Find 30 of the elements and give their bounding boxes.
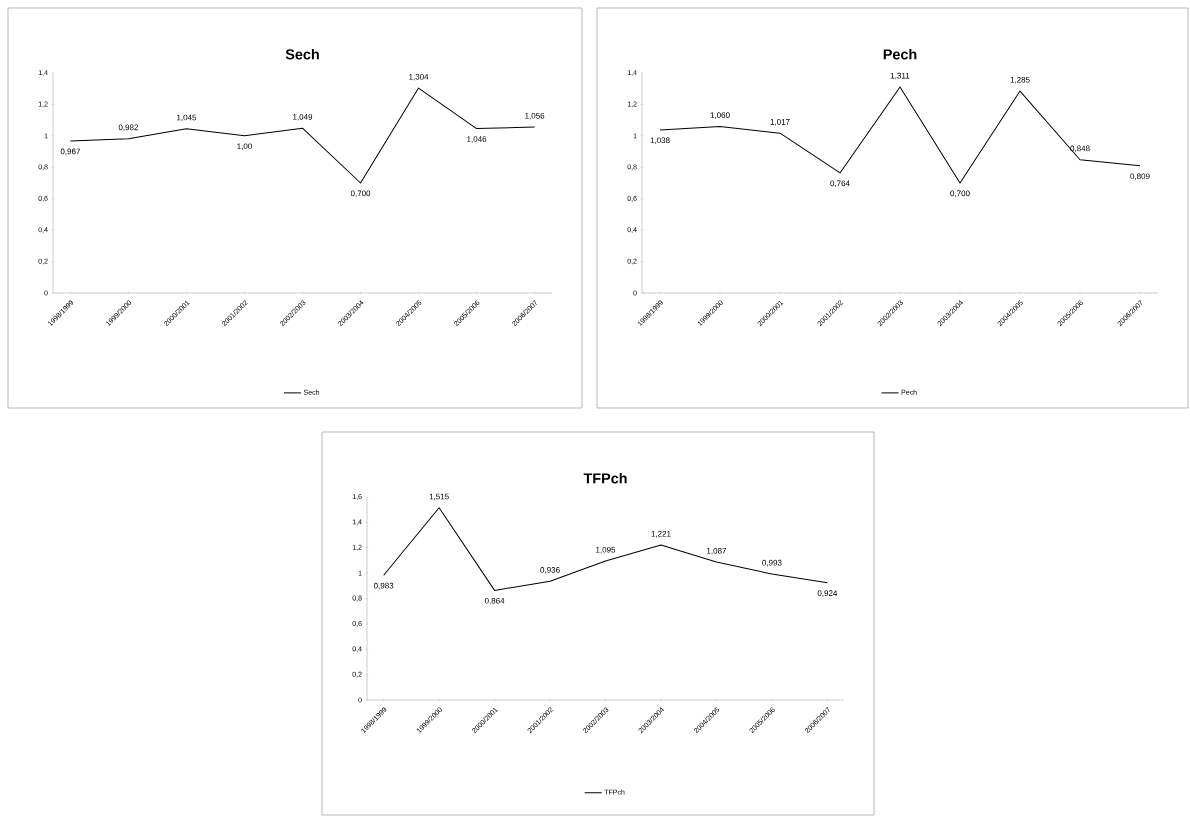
data-label: 0,982	[118, 124, 139, 132]
data-label: 0,764	[830, 180, 850, 188]
data-label: 0,983	[373, 582, 394, 590]
data-label: 1,060	[710, 112, 730, 119]
data-label: 0,700	[350, 190, 371, 198]
data-label: 1,038	[650, 137, 670, 145]
chart-title: TFPch	[583, 472, 627, 484]
data-label: 0,967	[60, 148, 81, 156]
data-label: 1,017	[770, 119, 790, 126]
data-label: 0,864	[484, 597, 505, 605]
data-label: 1,515	[429, 493, 449, 501]
chart-title: Sech	[285, 48, 319, 60]
data-label: 0,848	[1070, 145, 1090, 153]
data-label: 1,045	[177, 114, 197, 122]
data-label: 0,993	[762, 559, 782, 567]
data-label: 1,056	[525, 112, 545, 120]
data-label: 1,046	[467, 136, 487, 143]
data-label: 1,00	[237, 143, 252, 150]
data-label: 1,221	[651, 530, 671, 538]
data-label: 1,311	[890, 72, 910, 80]
data-label: 1,087	[707, 547, 727, 555]
data-label: 0,809	[1130, 173, 1150, 181]
data-label: 0,924	[817, 590, 838, 597]
data-label: 1,095	[596, 546, 616, 554]
chart-title: Pech	[883, 48, 917, 60]
data-label: 1,285	[1010, 76, 1030, 84]
data-label: 0,936	[540, 567, 560, 574]
data-label: 1,304	[409, 73, 429, 81]
data-label: 1,049	[293, 114, 313, 121]
data-label: 0,700	[950, 190, 970, 198]
